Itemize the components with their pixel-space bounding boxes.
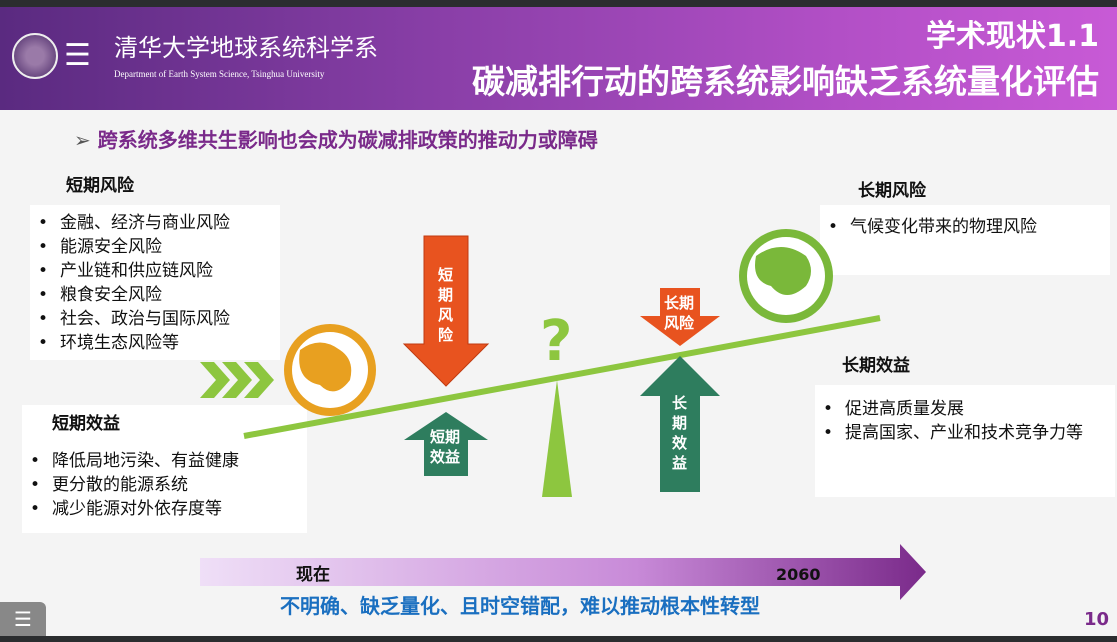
long-benefit-heading: 长期效益 [842, 356, 910, 376]
page-number: 10 [1083, 609, 1109, 630]
timeline-end: 2060 [776, 565, 821, 584]
window-top-bar [0, 0, 1117, 7]
short-risk-box: 金融、经济与商业风险 能源安全风险 产业链和供应链风险 粮食安全风险 社会、政治… [30, 205, 280, 360]
long-benefit-box: 促进高质量发展 提高国家、产业和技术竞争力等 [815, 385, 1115, 497]
fulcrum [542, 380, 572, 497]
list-menu-icon: ☰ [14, 607, 32, 631]
chevron-arrows-icon [200, 362, 274, 398]
arrow-label: 效益 [430, 448, 460, 466]
long-risk-arrow: 长期 风险 [640, 288, 720, 346]
department-name-en: Department of Earth System Science, Tsin… [114, 69, 325, 79]
list-item: 降低局地污染、有益健康 [22, 449, 307, 473]
list-item: 气候变化带来的物理风险 [820, 215, 1110, 239]
arrow-label: 长 [672, 394, 688, 412]
short-risk-arrow: 短 期 风 险 [402, 235, 490, 387]
list-item: 产业链和供应链风险 [30, 259, 280, 283]
timeline-start: 现在 [296, 564, 330, 585]
slide-title-line1: 学术现状1.1 [925, 19, 1099, 54]
list-item: 减少能源对外依存度等 [22, 497, 307, 521]
department-name-cn: 清华大学地球系统科学系 [114, 34, 378, 62]
header-banner [0, 7, 1117, 110]
list-item: 更分散的能源系统 [22, 473, 307, 497]
list-item: 环境生态风险等 [30, 331, 280, 355]
window-bottom-bar [0, 636, 1117, 642]
footer-conclusion: 不明确、缺乏量化、且时空错配，难以推动根本性转型 [280, 594, 760, 618]
arrow-label: 风险 [664, 314, 695, 332]
arrow-label: 期 [438, 286, 453, 304]
arrow-label: 长期 [664, 294, 694, 312]
tsinghua-seal-logo [12, 33, 58, 79]
arrow-label: 短 [438, 266, 453, 284]
list-item: 社会、政治与国际风险 [30, 307, 280, 331]
arrow-label: 益 [672, 454, 687, 472]
list-item: 粮食安全风险 [30, 283, 280, 307]
short-benefit-arrow: 短期 效益 [404, 412, 488, 476]
list-item: 能源安全风险 [30, 235, 280, 259]
lever-beam [243, 315, 881, 439]
long-risk-box: 气候变化带来的物理风险 [820, 205, 1110, 275]
slide-menu-button[interactable]: ☰ [0, 602, 46, 636]
globe-right-icon [739, 229, 833, 323]
list-item: 促进高质量发展 [815, 397, 1105, 421]
timeline-arrow [200, 544, 926, 600]
slide-subtitle: ➢ 跨系统多维共生影响也会成为碳减排政策的推动力或障碍 [74, 128, 598, 152]
short-benefit-box: 降低局地污染、有益健康 更分散的能源系统 减少能源对外依存度等 [22, 405, 307, 533]
arrow-label: 期 [672, 414, 687, 432]
short-benefit-heading: 短期效益 [52, 414, 120, 434]
arrow-label: 险 [438, 326, 454, 344]
question-mark: ? [540, 309, 572, 374]
arrow-label: 风 [438, 306, 453, 324]
list-item: 提高国家、产业和技术竞争力等 [815, 421, 1105, 445]
subtitle-text: 跨系统多维共生影响也会成为碳减排政策的推动力或障碍 [97, 128, 598, 152]
slide-title-line2: 碳减排行动的跨系统影响缺乏系统量化评估 [472, 62, 1099, 101]
long-benefit-arrow: 长 期 效 益 [640, 356, 720, 492]
globe-left-icon [284, 324, 376, 416]
long-risk-heading: 长期风险 [858, 181, 926, 201]
arrow-label: 效 [672, 434, 688, 452]
list-item: 金融、经济与商业风险 [30, 211, 280, 235]
department-logo: ☰ [64, 38, 91, 73]
short-risk-heading: 短期风险 [66, 176, 134, 196]
arrow-label: 短期 [430, 428, 460, 446]
